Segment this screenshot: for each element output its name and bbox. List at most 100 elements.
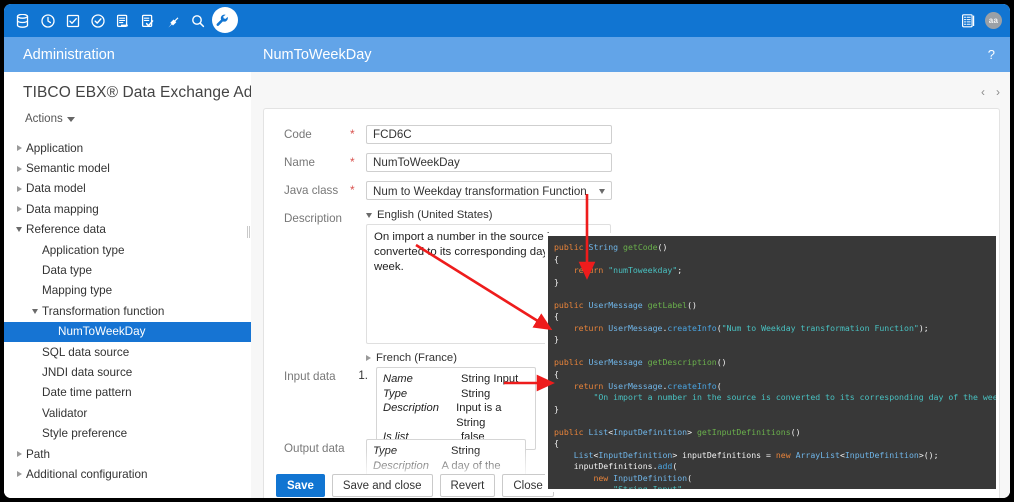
database-icon[interactable] — [10, 4, 35, 37]
prev-record-icon[interactable]: ‹ — [981, 85, 985, 99]
input-data-ordinal: 1. — [358, 370, 368, 382]
sidebar-item-mapping-type[interactable]: Mapping type — [4, 281, 251, 301]
locale-fr-toggle[interactable]: French (France) — [366, 352, 611, 364]
record-navigation: ‹ › — [981, 85, 1000, 99]
table-row: Name String Input — [383, 372, 529, 387]
name-required-marker: * — [350, 155, 355, 169]
pane-splitter-handle[interactable] — [247, 226, 251, 238]
checkbox-document-icon[interactable] — [60, 4, 85, 37]
navigation-tree: Application Semantic model Data model Data … — [4, 138, 251, 485]
save-button[interactable]: Save — [276, 474, 325, 497]
sidebar-item-label: Application — [26, 141, 84, 155]
page-title: NumToWeekDay — [263, 46, 372, 63]
sidebar-item-transformation-function[interactable]: Transformation function — [4, 301, 251, 321]
name-label: Name — [284, 156, 315, 169]
sidebar-item-label: Additional configuration — [26, 467, 148, 481]
chevron-down-icon — [28, 308, 42, 314]
sidebar-item-style-preference[interactable]: Style preference — [4, 423, 251, 443]
sidebar-item-application-type[interactable]: Application type — [4, 240, 251, 260]
field-row-code: Code * — [284, 125, 612, 144]
description-label: Description — [284, 212, 342, 225]
next-record-icon[interactable]: › — [996, 85, 1000, 99]
sidebar-item-label: Semantic model — [26, 162, 110, 176]
circle-check-icon[interactable] — [85, 4, 110, 37]
locale-fr-label: French (France) — [376, 352, 457, 364]
sidebar-item-label: Data model — [26, 182, 86, 196]
checklist-icon[interactable] — [135, 4, 160, 37]
row-value: String Input — [461, 373, 519, 385]
row-key: Type — [373, 445, 398, 457]
sidebar-item-application[interactable]: Application — [4, 138, 251, 158]
search-icon[interactable] — [185, 4, 210, 37]
chevron-down-icon — [366, 212, 372, 218]
sidebar-item-label: Data type — [42, 264, 93, 278]
sidebar-item-label: SQL data source — [42, 345, 130, 359]
sidebar: TIBCO EBX® Data Exchange Add-on Actions … — [4, 72, 252, 498]
code-required-marker: * — [350, 127, 355, 141]
field-row-name: Name * — [284, 153, 612, 172]
sidebar-item-semantic-model[interactable]: Semantic model — [4, 158, 251, 178]
actions-menu[interactable]: Actions — [25, 113, 75, 125]
row-value: Input is a String — [456, 402, 502, 429]
output-data-spacer — [350, 439, 366, 441]
wrench-icon[interactable] — [210, 4, 238, 37]
sidebar-item-date-time-pattern[interactable]: Date time pattern — [4, 383, 251, 403]
avatar[interactable]: aa — [985, 12, 1002, 29]
toolbar-icon-group — [10, 4, 238, 37]
java-code-panel[interactable]: public String getCode() { return "numTow… — [545, 233, 999, 492]
panel-list-icon[interactable] — [960, 4, 976, 37]
input-data-table[interactable]: Name String Input Type String Description Inp… — [376, 367, 536, 450]
document-list-icon[interactable] — [110, 4, 135, 37]
sidebar-item-label: Validator — [42, 406, 88, 420]
breadcrumb-module[interactable]: Administration — [23, 46, 115, 63]
save-and-close-button[interactable]: Save and close — [331, 474, 433, 497]
application-window: aa Administration NumToWeekDay ? TIBCO E… — [4, 4, 1010, 498]
sidebar-item-data-type[interactable]: Data type — [4, 260, 251, 280]
code-input[interactable] — [366, 125, 612, 144]
table-row: Description Input is a String — [383, 401, 529, 430]
actions-menu-label: Actions — [25, 113, 63, 125]
code-label: Code — [284, 128, 312, 141]
row-key: Description — [383, 402, 439, 414]
sidebar-item-label: Reference data — [26, 223, 106, 237]
clock-icon[interactable] — [35, 4, 60, 37]
sidebar-item-data-mapping[interactable]: Data mapping — [4, 199, 251, 219]
toolbar-right-group: aa — [960, 4, 1002, 37]
sidebar-item-path[interactable]: Path — [4, 444, 251, 464]
chevron-right-icon — [12, 206, 26, 213]
sidebar-item-label: Transformation function — [42, 304, 165, 318]
input-data-label: Input data — [284, 370, 336, 383]
sidebar-item-reference-data[interactable]: Reference data — [4, 220, 251, 240]
row-key: Name — [383, 373, 413, 385]
description-required-marker — [350, 209, 366, 211]
help-icon[interactable]: ? — [987, 47, 995, 62]
sidebar-item-sql-data-source[interactable]: SQL data source — [4, 342, 251, 362]
locale-en-toggle[interactable]: English (United States) — [366, 209, 611, 221]
sidebar-item-additional-configuration[interactable]: Additional configuration — [4, 464, 251, 484]
sidebar-item-jndi-data-source[interactable]: JNDI data source — [4, 362, 251, 382]
chevron-right-icon — [366, 355, 371, 361]
chevron-down-icon — [66, 116, 75, 122]
java-class-select[interactable]: Num to Weekday transformation Function — [366, 181, 612, 200]
sidebar-item-validator[interactable]: Validator — [4, 403, 251, 423]
sidebar-item-numtoweekday[interactable]: NumToWeekDay — [4, 321, 251, 342]
chevron-right-icon — [12, 471, 26, 478]
sidebar-item-label: Mapping type — [42, 284, 113, 298]
row-key: Type — [383, 387, 408, 400]
revert-button[interactable]: Revert — [439, 474, 496, 497]
top-toolbar: aa — [4, 4, 1010, 37]
java-class-label: Java class — [284, 184, 339, 197]
name-input[interactable] — [366, 153, 612, 172]
chevron-right-icon — [12, 145, 26, 152]
chevron-right-icon — [12, 185, 26, 192]
sidebar-item-label: Data mapping — [26, 202, 99, 216]
header-bar: Administration NumToWeekDay ? — [4, 37, 1010, 72]
sidebar-item-data-model[interactable]: Data model — [4, 179, 251, 199]
chevron-right-icon — [12, 165, 26, 172]
field-row-input-data: Input data 1. Name String Input Type String… — [284, 367, 536, 450]
sidebar-item-label: Date time pattern — [42, 386, 132, 400]
sidebar-item-label: JNDI data source — [42, 365, 133, 379]
java-source-code: public String getCode() { return "numTow… — [554, 242, 999, 492]
sidebar-item-label: NumToWeekDay — [58, 325, 146, 339]
plug-icon[interactable] — [160, 4, 185, 37]
